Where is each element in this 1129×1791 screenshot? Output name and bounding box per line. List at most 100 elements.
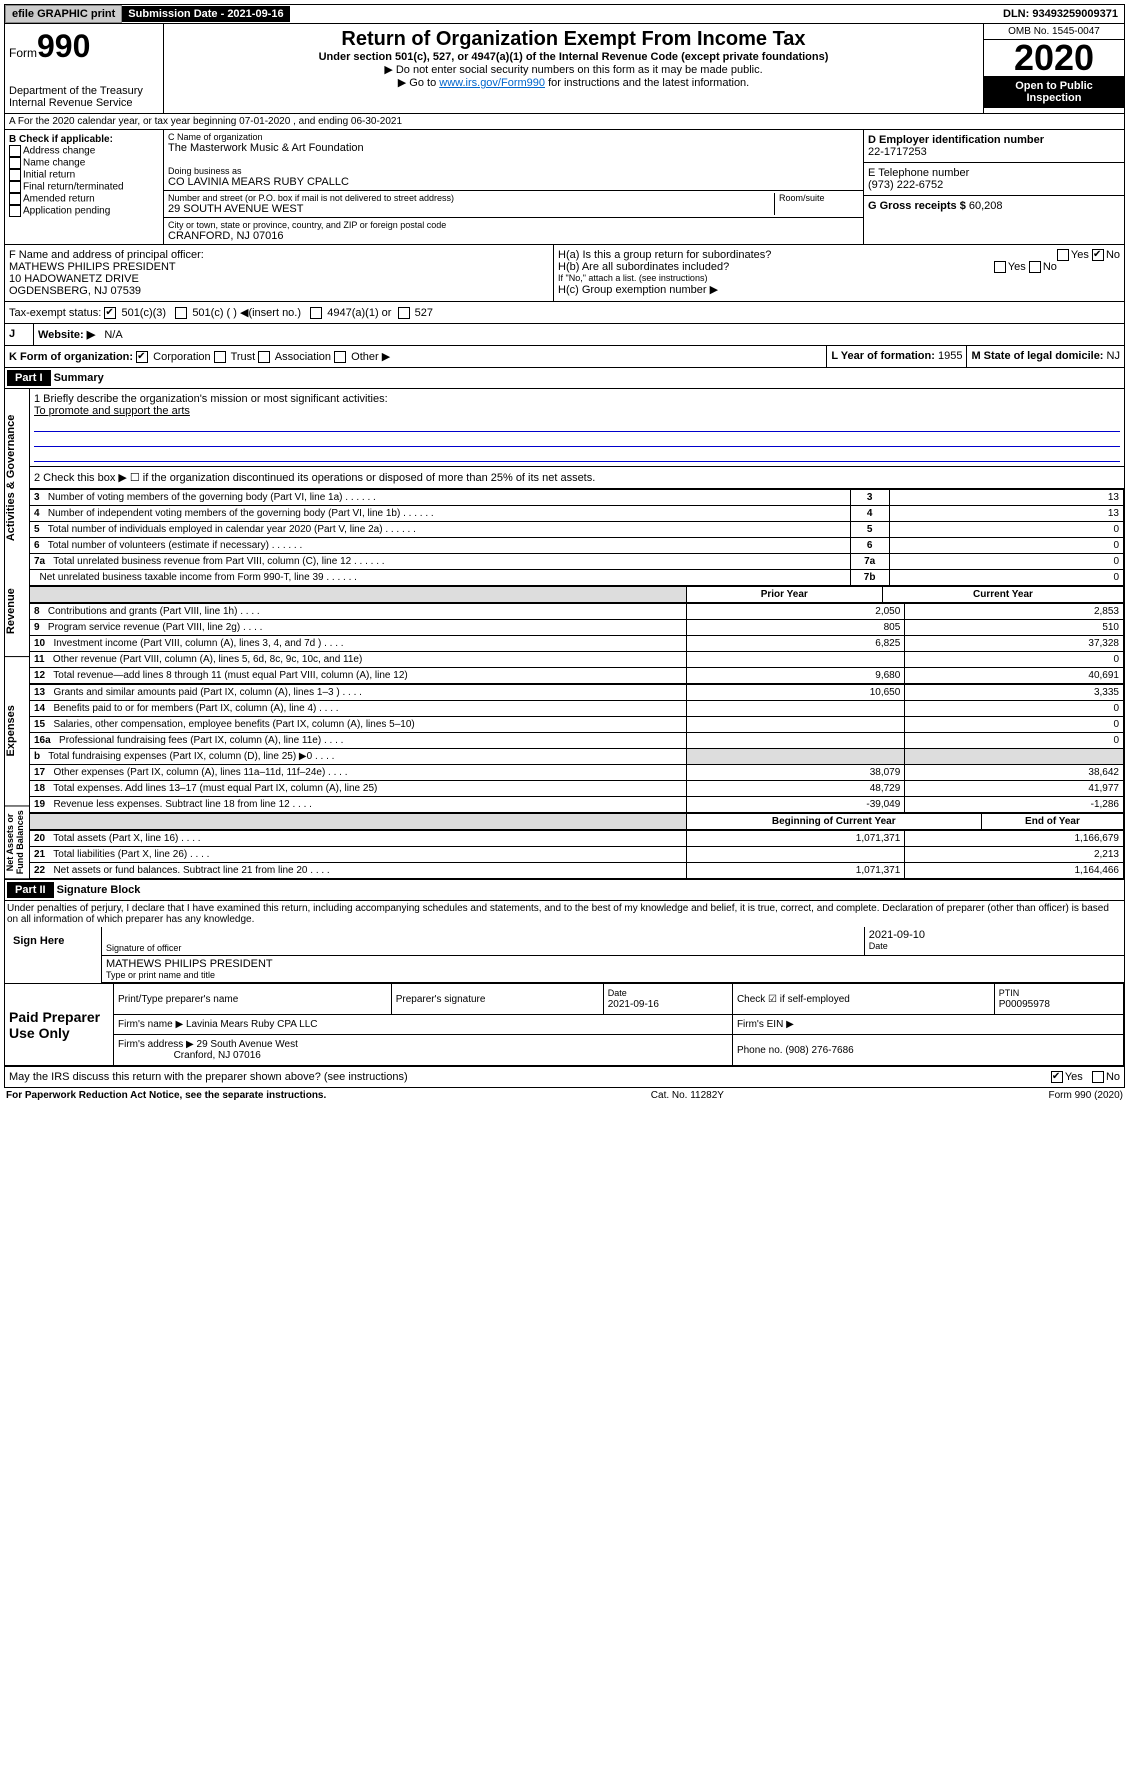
other-checkbox[interactable] [334,351,346,363]
address-change-checkbox[interactable] [9,145,21,157]
dba-label: Doing business as [168,166,859,176]
vlabel-exp: Expenses [5,657,29,806]
ha-no-checkbox[interactable] [1092,249,1104,261]
app-pending-checkbox[interactable] [9,205,21,217]
firm-name-label: Firm's name ▶ [118,1019,183,1030]
c-label: C Name of organization [168,132,859,142]
form-number: 990 [37,28,90,64]
assoc-label: Association [275,351,331,363]
discuss-yes-checkbox[interactable] [1051,1071,1063,1083]
e-label: E Telephone number [868,167,1120,179]
gross-receipts: 60,208 [969,200,1003,212]
date-label: Date [869,941,1120,951]
vlabel-gov: Activities & Governance [5,389,29,567]
dba-value: CO LAVINIA MEARS RUBY CPALLC [168,176,859,188]
city-value: CRANFORD, NJ 07016 [168,230,859,242]
paid-preparer-table: Paid Preparer Use Only Print/Type prepar… [5,983,1124,1066]
room-label: Room/suite [774,193,859,215]
501c-label: 501(c) ( ) ◀(insert no.) [192,307,301,319]
street: 29 SOUTH AVENUE WEST [168,203,774,215]
trust-label: Trust [231,351,256,363]
hb-yes-checkbox[interactable] [994,261,1006,273]
prep-date-label: Date [608,988,627,998]
goto-note: ▶ Go to www.irs.gov/Form990 for instruct… [168,76,979,89]
part2-body: Under penalties of perjury, I declare th… [4,901,1125,1088]
officer-addr2: OGDENSBERG, NJ 07539 [9,285,549,297]
prep-date: 2021-09-16 [608,999,659,1010]
firm-phone: (908) 276-7686 [785,1045,853,1056]
firm-ein-label: Firm's EIN ▶ [732,1015,1123,1035]
vlabel-rev: Revenue [5,567,29,657]
section-b: B Check if applicable: Address change Na… [4,130,1125,245]
officer-name: MATHEWS PHILIPS PRESIDENT [9,261,549,273]
open-to-public: Open to Public Inspection [984,76,1124,108]
net-table: 20 Total assets (Part X, line 16) . . . … [30,830,1124,879]
firm-name: Lavinia Mears Ruby CPA LLC [186,1019,318,1030]
final-return-label: Final return/terminated [23,182,124,193]
trust-checkbox[interactable] [214,351,226,363]
corp-checkbox[interactable] [136,351,148,363]
efile-print-button[interactable]: efile GRAPHIC print [5,5,122,23]
firm-addr: 29 South Avenue West [197,1039,298,1050]
firm-city: Cranford, NJ 07016 [174,1050,261,1061]
k-label: K Form of organization: [9,351,133,363]
sig-name: MATHEWS PHILIPS PRESIDENT [106,958,1120,970]
col-prior: Prior Year [686,587,882,603]
paperwork: For Paperwork Reduction Act Notice, see … [6,1090,326,1101]
mission: To promote and support the arts [34,405,1120,417]
d-label: D Employer identification number [868,134,1120,146]
part1-title: Summary [54,372,104,384]
website-value: N/A [104,329,122,341]
4947-checkbox[interactable] [310,307,322,319]
prep-name-label: Print/Type preparer's name [114,984,392,1015]
tax-status-label: Tax-exempt status: [9,307,101,319]
col-begin: Beginning of Current Year [686,814,981,830]
irs-label: Internal Revenue Service [9,97,159,109]
ha-yes-checkbox[interactable] [1057,249,1069,261]
sig-officer-label: Signature of officer [106,943,860,953]
final-return-checkbox[interactable] [9,181,21,193]
domicile-state: NJ [1107,350,1120,362]
discuss: May the IRS discuss this return with the… [9,1071,408,1083]
row-k: K Form of organization: Corporation Trus… [4,346,1125,368]
q2: 2 Check this box ▶ ☐ if the organization… [30,467,1124,489]
assoc-checkbox[interactable] [258,351,270,363]
initial-return-checkbox[interactable] [9,169,21,181]
paid-label: Paid Preparer Use Only [5,984,114,1066]
amended-return-checkbox[interactable] [9,193,21,205]
revenue-header: Prior YearCurrent Year [30,586,1124,603]
col-current: Current Year [882,587,1123,603]
ha-no-label: No [1106,249,1120,261]
501c3-checkbox[interactable] [104,307,116,319]
expense-table: 13 Grants and similar amounts paid (Part… [30,684,1124,813]
website-label: Website: ▶ [38,329,95,341]
row-i-tax-status: Tax-exempt status: 501(c)(3) 501(c) ( ) … [4,302,1125,324]
phone-value: (973) 222-6752 [868,179,1120,191]
form-subtitle: Under section 501(c), 527, or 4947(a)(1)… [168,51,979,63]
527-checkbox[interactable] [398,307,410,319]
address-change-label: Address change [23,146,95,157]
cat-no: Cat. No. 11282Y [651,1090,724,1101]
ha-label: H(a) Is this a group return for subordin… [558,249,771,261]
sig-date: 2021-09-10 [869,929,1120,941]
q1: 1 Briefly describe the organization's mi… [34,393,1120,405]
name-change-checkbox[interactable] [9,157,21,169]
irs-link[interactable]: www.irs.gov/Form990 [439,77,545,89]
no-label: No [1106,1071,1120,1083]
hb-no-checkbox[interactable] [1029,261,1041,273]
part1-header: Part I [7,370,51,386]
ein-value: 22-1717253 [868,146,1120,158]
501c-checkbox[interactable] [175,307,187,319]
vlabel-net: Net Assets or Fund Balances [5,807,29,879]
g-label: G Gross receipts $ [868,200,966,212]
form-title: Return of Organization Exempt From Incom… [168,28,979,51]
b-label: B Check if applicable: [9,134,159,145]
dln: DLN: 93493259009371 [997,6,1124,22]
discuss-no-checkbox[interactable] [1092,1071,1104,1083]
tax-year: 2020 [984,40,1124,76]
submission-date: Submission Date - 2021-09-16 [122,6,289,22]
part1-body: Activities & Governance Revenue Expenses… [4,389,1125,880]
org-name: The Masterwork Music & Art Foundation [168,142,859,154]
top-bar: efile GRAPHIC print Submission Date - 20… [4,4,1125,24]
j-label: J [5,324,34,345]
